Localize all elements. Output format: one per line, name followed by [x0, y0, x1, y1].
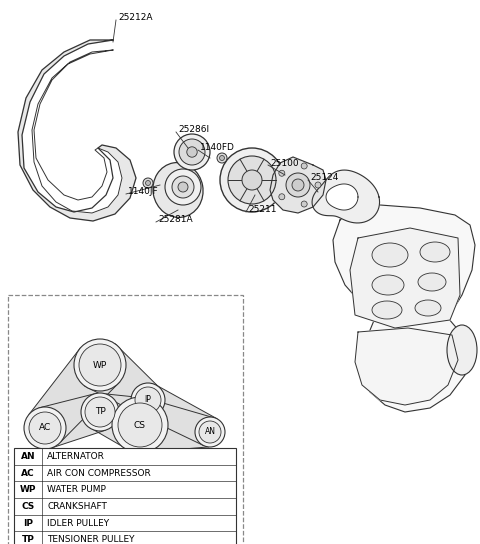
Polygon shape — [94, 394, 149, 452]
Text: IP: IP — [23, 518, 33, 528]
Circle shape — [79, 344, 121, 386]
Polygon shape — [32, 50, 122, 213]
Text: 25100: 25100 — [270, 158, 299, 168]
Text: IP: IP — [144, 395, 151, 405]
Polygon shape — [355, 328, 458, 405]
Text: CRANKSHAFT: CRANKSHAFT — [47, 502, 107, 511]
Circle shape — [74, 339, 126, 391]
Circle shape — [81, 393, 119, 431]
Text: 25124: 25124 — [310, 174, 338, 182]
Ellipse shape — [420, 242, 450, 262]
Circle shape — [187, 147, 197, 157]
Circle shape — [286, 173, 310, 197]
Text: CS: CS — [22, 502, 35, 511]
Circle shape — [178, 182, 188, 192]
Text: TENSIONER PULLEY: TENSIONER PULLEY — [47, 535, 134, 544]
Circle shape — [174, 134, 210, 170]
Circle shape — [112, 397, 168, 453]
Text: AN: AN — [21, 452, 36, 461]
Circle shape — [131, 383, 165, 417]
Circle shape — [195, 417, 225, 447]
Text: AC: AC — [21, 468, 35, 478]
Text: TP: TP — [22, 535, 35, 544]
Ellipse shape — [372, 275, 404, 295]
Polygon shape — [39, 394, 105, 448]
Text: ALTERNATOR: ALTERNATOR — [47, 452, 105, 461]
Text: 25211: 25211 — [248, 206, 276, 214]
Circle shape — [301, 163, 307, 169]
Circle shape — [279, 170, 285, 176]
Circle shape — [179, 139, 205, 165]
Text: WATER PUMP: WATER PUMP — [47, 485, 106, 494]
Text: 25281A: 25281A — [158, 215, 192, 225]
Text: AC: AC — [39, 423, 51, 432]
Ellipse shape — [153, 163, 203, 218]
Circle shape — [292, 179, 304, 191]
Circle shape — [279, 194, 285, 200]
Circle shape — [172, 176, 194, 198]
Circle shape — [85, 397, 115, 427]
Circle shape — [199, 421, 221, 443]
Polygon shape — [29, 348, 120, 442]
Polygon shape — [326, 184, 358, 210]
Polygon shape — [333, 205, 475, 412]
Polygon shape — [270, 157, 326, 213]
Circle shape — [301, 201, 307, 207]
Circle shape — [143, 178, 153, 188]
Text: WP: WP — [20, 485, 36, 494]
Text: AIR CON COMPRESSOR: AIR CON COMPRESSOR — [47, 468, 151, 478]
Text: 1140JF: 1140JF — [128, 188, 158, 196]
Text: IDLER PULLEY: IDLER PULLEY — [47, 518, 109, 528]
Polygon shape — [140, 385, 217, 446]
Bar — [14, 448, 236, 544]
Ellipse shape — [415, 300, 441, 316]
Polygon shape — [84, 344, 158, 414]
Text: 25286I: 25286I — [178, 126, 209, 134]
Circle shape — [118, 403, 162, 447]
Circle shape — [219, 156, 225, 160]
Text: 25212A: 25212A — [118, 14, 153, 22]
Circle shape — [242, 170, 262, 190]
Text: TP: TP — [95, 407, 106, 417]
Circle shape — [24, 407, 66, 449]
Circle shape — [217, 153, 227, 163]
Polygon shape — [312, 170, 380, 223]
Circle shape — [220, 148, 284, 212]
Circle shape — [315, 182, 321, 188]
Text: AN: AN — [204, 428, 216, 436]
Ellipse shape — [372, 301, 402, 319]
Polygon shape — [350, 228, 460, 328]
Polygon shape — [137, 397, 212, 453]
Ellipse shape — [418, 273, 446, 291]
Ellipse shape — [447, 325, 477, 375]
Text: 1140FD: 1140FD — [200, 144, 235, 152]
Ellipse shape — [372, 243, 408, 267]
Circle shape — [29, 412, 61, 444]
Circle shape — [228, 156, 276, 204]
Circle shape — [135, 387, 161, 413]
Bar — [8, 295, 243, 544]
Circle shape — [165, 169, 201, 205]
Polygon shape — [18, 40, 136, 221]
Text: CS: CS — [134, 421, 146, 430]
Circle shape — [145, 181, 151, 186]
Text: WP: WP — [93, 361, 107, 369]
